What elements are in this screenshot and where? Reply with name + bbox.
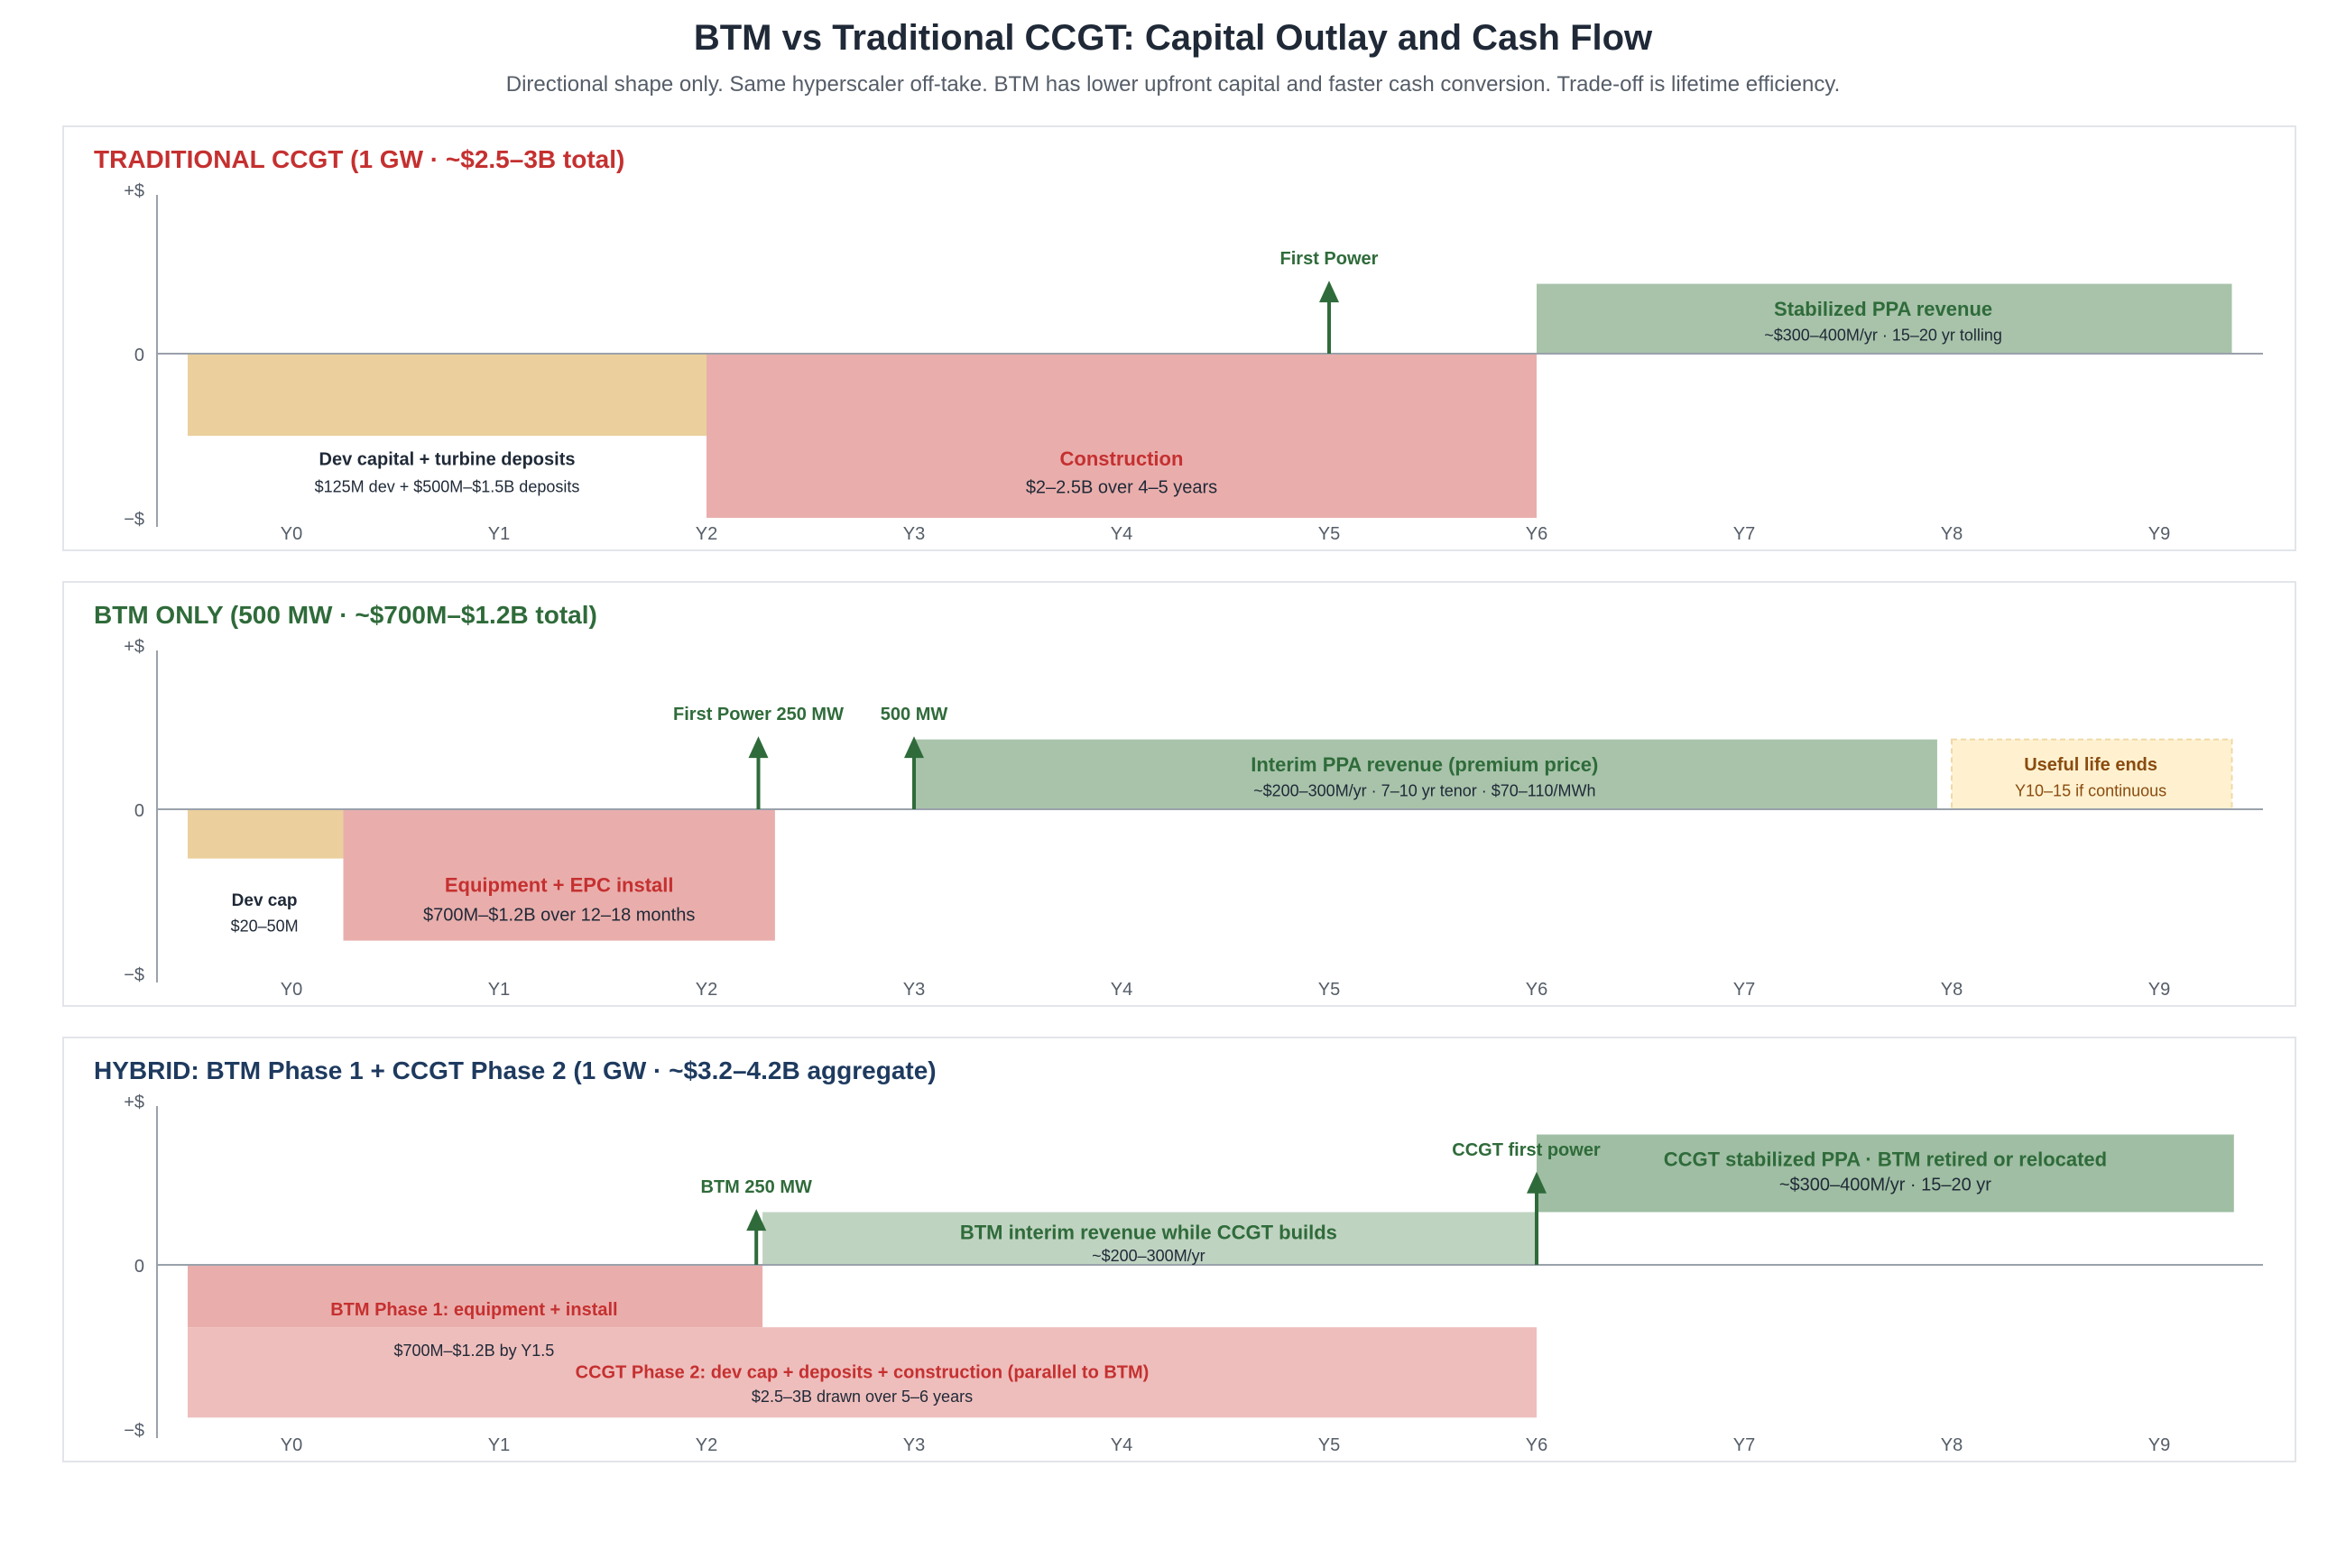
useful-life-block [1951, 738, 2233, 810]
x-tick-label: Y9 [2148, 1435, 2170, 1455]
x-tick-label: Y7 [1733, 980, 1755, 1000]
btm-interim-block [762, 1212, 1537, 1265]
x-tick-label: Y8 [1941, 1435, 1963, 1455]
annotation-label: $20–50M [231, 918, 299, 936]
annotation-label: $125M dev + $500M–$1.5B deposits [315, 478, 580, 496]
x-tick-label: Y8 [1941, 980, 1963, 1000]
ccgt-phase2-block [188, 1327, 1537, 1418]
marker-label: 500 MW [881, 705, 948, 724]
annotation-label: ~$200–300M/yr · 7–10 yr tenor · $70–110/… [1253, 782, 1595, 800]
annotation-label: Dev capital + turbine deposits [319, 449, 576, 469]
interim-ppa-block [914, 739, 1937, 809]
y-tick-label: −$ [124, 510, 144, 530]
x-tick-label: Y7 [1733, 524, 1755, 544]
x-tick-label: Y7 [1733, 1435, 1755, 1455]
chart-title: BTM vs Traditional CCGT: Capital Outlay … [694, 18, 1653, 58]
panel-title: HYBRID: BTM Phase 1 + CCGT Phase 2 (1 GW… [94, 1056, 937, 1084]
marker-arrow-head [746, 1209, 767, 1231]
x-tick-label: Y6 [1526, 980, 1547, 1000]
construction-block [707, 354, 1537, 518]
x-tick-label: Y4 [1111, 524, 1132, 544]
x-tick-label: Y5 [1318, 524, 1340, 544]
annotation-label: ~$200–300M/yr [1092, 1247, 1205, 1265]
annotation-label: BTM interim revenue while CCGT builds [960, 1222, 1337, 1244]
x-tick-label: Y9 [2148, 524, 2170, 544]
y-tick-label: −$ [124, 1421, 144, 1441]
chart-subtitle: Directional shape only. Same hyperscaler… [506, 72, 1840, 97]
marker-label: First Power [1280, 249, 1379, 269]
annotation-label: $700M–$1.2B over 12–18 months [423, 905, 695, 925]
marker-arrow-head [1319, 281, 1339, 303]
annotation-label: Construction [1060, 447, 1184, 470]
btm-phase1-block [188, 1265, 763, 1328]
x-tick-label: Y9 [2148, 980, 2170, 1000]
marker-label: CCGT first power [1452, 1140, 1601, 1160]
panel-title: TRADITIONAL CCGT (1 GW · ~$2.5–3B total) [94, 145, 624, 173]
y-tick-label: 0 [134, 346, 144, 365]
x-tick-label: Y6 [1526, 524, 1547, 544]
dev-capital-block [188, 354, 707, 436]
annotation-label: $700M–$1.2B by Y1.5 [393, 1342, 554, 1360]
x-tick-label: Y1 [488, 980, 510, 1000]
panel-title: BTM ONLY (500 MW · ~$700M–$1.2B total) [94, 601, 597, 629]
annotation-label: CCGT stabilized PPA · BTM retired or rel… [1664, 1148, 2107, 1171]
annotation-label: BTM Phase 1: equipment + install [330, 1300, 617, 1320]
y-tick-label: 0 [134, 1257, 144, 1277]
x-tick-label: Y4 [1111, 1435, 1132, 1455]
annotation-label: Useful life ends [2024, 755, 2157, 775]
x-tick-label: Y3 [903, 524, 925, 544]
dev-cap-block [188, 809, 344, 859]
stabilized-ppa-block [1537, 283, 2232, 354]
x-tick-label: Y2 [696, 524, 717, 544]
y-tick-label: +$ [124, 1093, 144, 1112]
annotation-label: Y10–15 if continuous [2015, 782, 2166, 800]
marker-label: First Power 250 MW [673, 705, 844, 724]
x-tick-label: Y5 [1318, 1435, 1340, 1455]
x-tick-label: Y8 [1941, 524, 1963, 544]
equipment-epc-block [343, 809, 775, 941]
x-tick-label: Y0 [281, 524, 302, 544]
ccgt-stabilized-block [1537, 1134, 2234, 1213]
y-tick-label: +$ [124, 637, 144, 657]
annotation-label: Dev cap [232, 891, 298, 910]
x-tick-label: Y5 [1318, 980, 1340, 1000]
x-tick-label: Y6 [1526, 1435, 1547, 1455]
annotation-label: ~$300–400M/yr · 15–20 yr tolling [1764, 327, 2002, 345]
annotation-label: $2–2.5B over 4–5 years [1026, 477, 1217, 497]
annotation-label: ~$300–400M/yr · 15–20 yr [1779, 1176, 1991, 1195]
marker-arrow-head [1527, 1171, 1547, 1194]
x-tick-label: Y3 [903, 1435, 925, 1455]
x-tick-label: Y2 [696, 980, 717, 1000]
annotation-label: Equipment + EPC install [445, 873, 674, 896]
annotation-label: Interim PPA revenue (premium price) [1251, 753, 1598, 776]
annotation-label: $2.5–3B drawn over 5–6 years [752, 1388, 973, 1406]
x-tick-label: Y1 [488, 1435, 510, 1455]
marker-arrow-head [904, 736, 924, 759]
y-tick-label: 0 [134, 801, 144, 821]
y-tick-label: +$ [124, 181, 144, 201]
annotation-label: Stabilized PPA revenue [1774, 298, 1992, 320]
marker-label: BTM 250 MW [701, 1177, 812, 1197]
annotation-label: CCGT Phase 2: dev cap + deposits + const… [576, 1362, 1150, 1382]
x-tick-label: Y0 [281, 980, 302, 1000]
x-tick-label: Y3 [903, 980, 925, 1000]
x-tick-label: Y1 [488, 524, 510, 544]
x-tick-label: Y2 [696, 1435, 717, 1455]
marker-arrow-head [748, 736, 769, 759]
y-tick-label: −$ [124, 965, 144, 985]
x-tick-label: Y4 [1111, 980, 1132, 1000]
x-tick-label: Y0 [281, 1435, 302, 1455]
